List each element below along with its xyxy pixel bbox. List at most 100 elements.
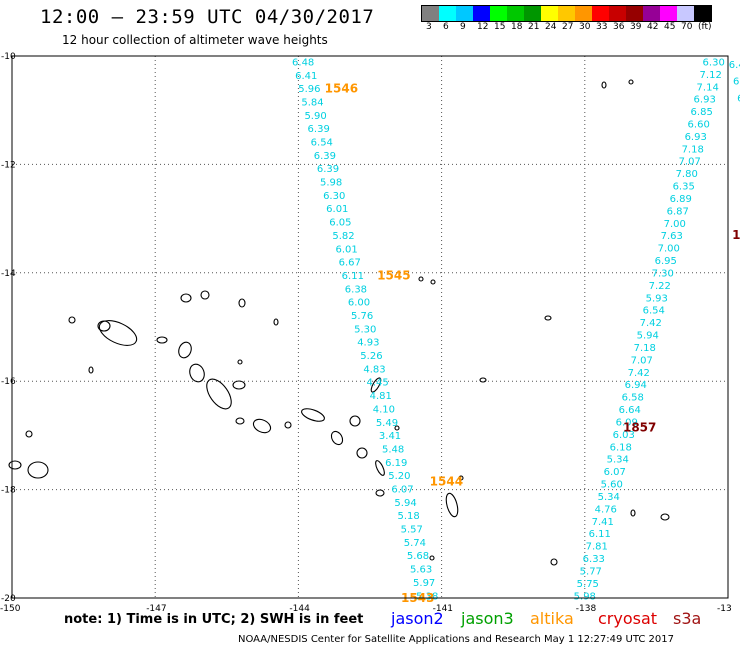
swh-value: 6.33 [583, 554, 605, 565]
island [394, 425, 400, 431]
mission-s3a: s3a [673, 609, 702, 628]
swh-value: 7.42 [640, 318, 662, 329]
swh-value: 7.30 [652, 268, 674, 279]
island [97, 320, 111, 332]
island [27, 461, 49, 479]
island [178, 341, 192, 359]
swh-value: 7.18 [634, 343, 656, 354]
swh-value: 6.39 [314, 151, 336, 162]
swh-value: 5.94 [637, 331, 659, 342]
swh-value: 6.58 [622, 393, 644, 404]
swh-value: 6.89 [670, 194, 692, 205]
island [180, 293, 192, 303]
legend-label: 39 [630, 22, 642, 32]
lat-label: -12 [1, 160, 16, 170]
legend-swatch [558, 6, 575, 21]
legend-swatch [575, 6, 592, 21]
swh-value: 6.35 [673, 182, 695, 193]
island [273, 318, 279, 326]
swh-value: 6.07 [604, 467, 626, 478]
legend-label: 3 [426, 22, 432, 32]
pass-time-label: 1544 [430, 474, 463, 488]
swh-value: 6.01 [326, 204, 348, 215]
legend-swatch [660, 6, 677, 21]
island [237, 359, 243, 365]
legend-label: 9 [460, 22, 466, 32]
map-frame [11, 55, 729, 599]
swh-value: 4.76 [595, 504, 617, 515]
swh-value: 5.76 [351, 311, 373, 322]
swh-value: 6.07 [391, 485, 413, 496]
lon-label: -144 [289, 604, 310, 614]
swh-value: 7.07 [679, 157, 701, 168]
legend-label: 21 [528, 22, 540, 32]
swh-value: 5.90 [304, 111, 326, 122]
swh-value: 5.18 [398, 511, 420, 522]
swh-value: 5.30 [354, 324, 376, 335]
swh-value: 7.00 [664, 219, 686, 230]
swh-value: 5.34 [598, 492, 620, 503]
swh-value: 5.94 [394, 498, 416, 509]
swh-value: 6.01 [335, 244, 357, 255]
legend-label: 70 [681, 22, 693, 32]
swh-value: 5.96 [298, 84, 320, 95]
legend-label: 24 [545, 22, 557, 32]
swh-value: 7.12 [700, 70, 722, 81]
legend-label: 18 [511, 22, 523, 32]
swh-value: 6.11 [589, 529, 611, 540]
legend-label: 15 [494, 22, 506, 32]
legend-swatch [439, 6, 456, 21]
legend-swatch [677, 6, 694, 21]
pass-time-label: 1545 [377, 269, 410, 283]
swh-value: 6.60 [688, 119, 710, 130]
lat-label: -10 [1, 52, 16, 62]
swh-value: 7.63 [661, 231, 683, 242]
legend-swatch [524, 6, 541, 21]
mission-jason3: jason3 [461, 609, 514, 628]
swh-value: 6.18 [610, 442, 632, 453]
island [628, 79, 634, 85]
swh-value: 5.48 [382, 444, 404, 455]
pass-time-label: 1546 [325, 82, 358, 96]
legend-swatch [456, 6, 473, 21]
island [458, 475, 464, 481]
island [429, 555, 435, 561]
island [601, 81, 607, 89]
swh-value: 6.93 [685, 132, 707, 143]
swh-value: 5.74 [404, 538, 426, 549]
swh-value: 6.64 [619, 405, 641, 416]
island [375, 489, 385, 497]
swh-value: 5.68 [407, 551, 429, 562]
legend-swatch [643, 6, 660, 21]
swh-value: 7.80 [676, 169, 698, 180]
swh-value: 4.45 [367, 378, 389, 389]
island [418, 276, 424, 282]
island [200, 290, 210, 300]
swh-value: 6.30 [323, 191, 345, 202]
legend-label: 42 [647, 22, 659, 32]
lat-label: -16 [1, 377, 16, 387]
swh-value: 5.26 [360, 351, 382, 362]
island [189, 363, 205, 383]
island [301, 408, 325, 422]
swh-value: 6.19 [385, 458, 407, 469]
legend-swatch [694, 6, 711, 21]
page-subtitle: 12 hour collection of altimeter wave hei… [62, 33, 328, 47]
altimeter-tracks: 6.48 6.41 5.96 5.84 5.90 6.39 6.54 6.39 6.39 5.98… [292, 57, 740, 605]
swh-value: 6.30 [703, 57, 725, 68]
swh-value: 4.81 [370, 391, 392, 402]
legend-swatch [422, 6, 439, 21]
island [445, 492, 459, 518]
swh-value: 6.85 [691, 107, 713, 118]
island [88, 366, 94, 374]
swh-value: 6.11 [342, 271, 364, 282]
swh-value: 7.81 [586, 542, 608, 553]
swh-value: 5.82 [332, 231, 354, 242]
swh-value: 7.41 [592, 517, 614, 528]
swh-value: 6.38 [345, 284, 367, 295]
swh-value: 6.39 [308, 124, 330, 135]
island [232, 380, 246, 390]
swh-value: 5.34 [607, 455, 629, 466]
swh-value: 6.41 [295, 71, 317, 82]
